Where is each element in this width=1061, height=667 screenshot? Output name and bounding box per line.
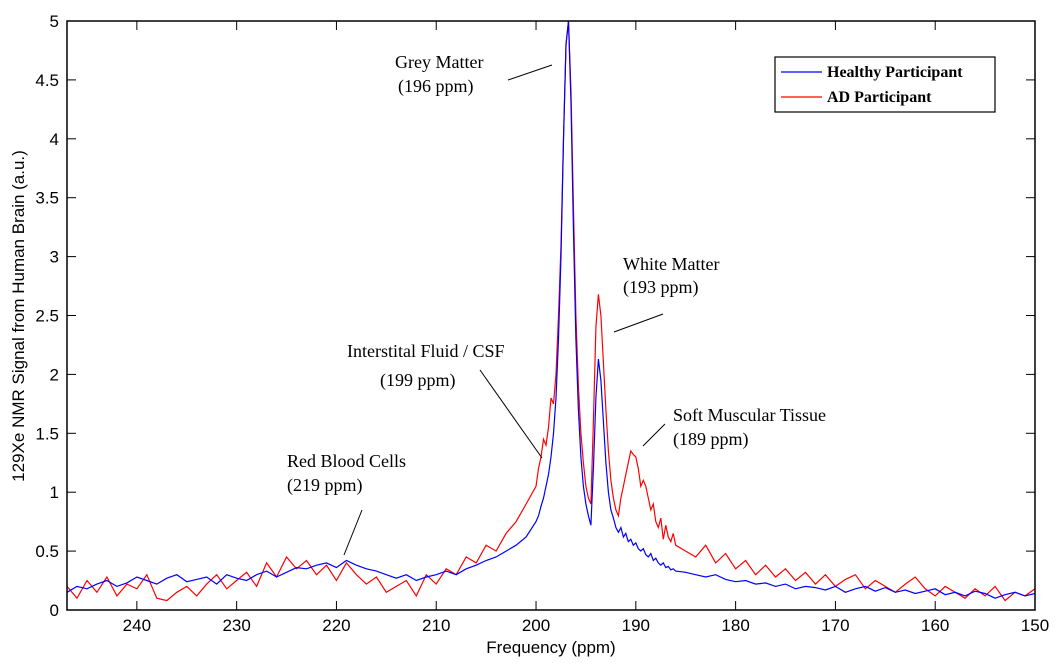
annotation-leader-line: [479, 369, 543, 459]
y-tick-label: 1: [50, 483, 59, 502]
y-tick-label: 2: [50, 365, 59, 384]
annotation-sublabel: (193 ppm): [623, 277, 699, 298]
annotation-leader-line: [507, 64, 553, 81]
y-tick-label: 4: [50, 130, 59, 149]
legend: Healthy Participant AD Participant: [774, 56, 996, 113]
annotation-label: Red Blood Cells: [287, 451, 406, 471]
annotation-sublabel: (196 ppm): [398, 76, 474, 97]
series-layer: [66, 20, 1036, 602]
legend-box: [774, 56, 996, 113]
annotation-soft-muscular-tissue: Soft Muscular Tissue (189 ppm): [642, 405, 826, 450]
y-tick-label: 2.5: [35, 307, 59, 326]
x-axis-label: Frequency (ppm): [486, 638, 615, 657]
x-tick-label: 150: [1021, 616, 1049, 635]
annotation-label: Soft Muscular Tissue: [673, 405, 826, 425]
y-tick-label: 5: [50, 12, 59, 31]
annotation-leader-line: [343, 509, 363, 556]
y-tick-label: 4.5: [35, 71, 59, 90]
x-tick-label: 220: [322, 616, 350, 635]
annotation-csf: Interstital Fluid / CSF (199 ppm): [347, 341, 543, 459]
annotation-sublabel: (219 ppm): [287, 475, 363, 496]
legend-label-ad: AD Participant: [827, 89, 932, 106]
annotation-sublabel: (199 ppm): [380, 370, 456, 391]
y-tick-label: 3: [50, 248, 59, 267]
y-axis-label: 129Xe NMR Signal from Human Brain (a.u.): [9, 150, 28, 482]
y-tick-label: 3.5: [35, 189, 59, 208]
y-tick-label: 0.5: [35, 542, 59, 561]
annotation-label: Interstital Fluid / CSF: [347, 341, 505, 361]
annotation-leader-line: [613, 313, 664, 333]
annotation-leader-line: [642, 423, 666, 447]
x-tick-label: 210: [422, 616, 450, 635]
x-tick-label: 170: [821, 616, 849, 635]
annotation-label: Grey Matter: [395, 52, 483, 72]
annotation-red-blood-cells: Red Blood Cells (219 ppm): [287, 451, 406, 556]
annotation-sublabel: (189 ppm): [673, 429, 749, 450]
x-tick-label: 180: [721, 616, 749, 635]
annotation-label: White Matter: [623, 254, 719, 274]
y-tick-label: 0: [50, 601, 59, 620]
legend-label-healthy: Healthy Participant: [827, 64, 963, 81]
x-tick-label: 200: [522, 616, 550, 635]
ticks-layer: 240 230 220 210 200 190 180 170 160 150 0 0.5 1 1.5 2 2…: [35, 12, 1049, 635]
y-tick-label: 1.5: [35, 424, 59, 443]
annotation-grey-matter: Grey Matter (196 ppm): [395, 52, 553, 97]
x-tick-label: 190: [622, 616, 650, 635]
x-tick-label: 240: [123, 616, 151, 635]
series-line-healthy: [66, 20, 1036, 599]
x-tick-label: 160: [921, 616, 949, 635]
annotation-white-matter: White Matter (193 ppm): [613, 254, 719, 333]
x-tick-label: 230: [222, 616, 250, 635]
